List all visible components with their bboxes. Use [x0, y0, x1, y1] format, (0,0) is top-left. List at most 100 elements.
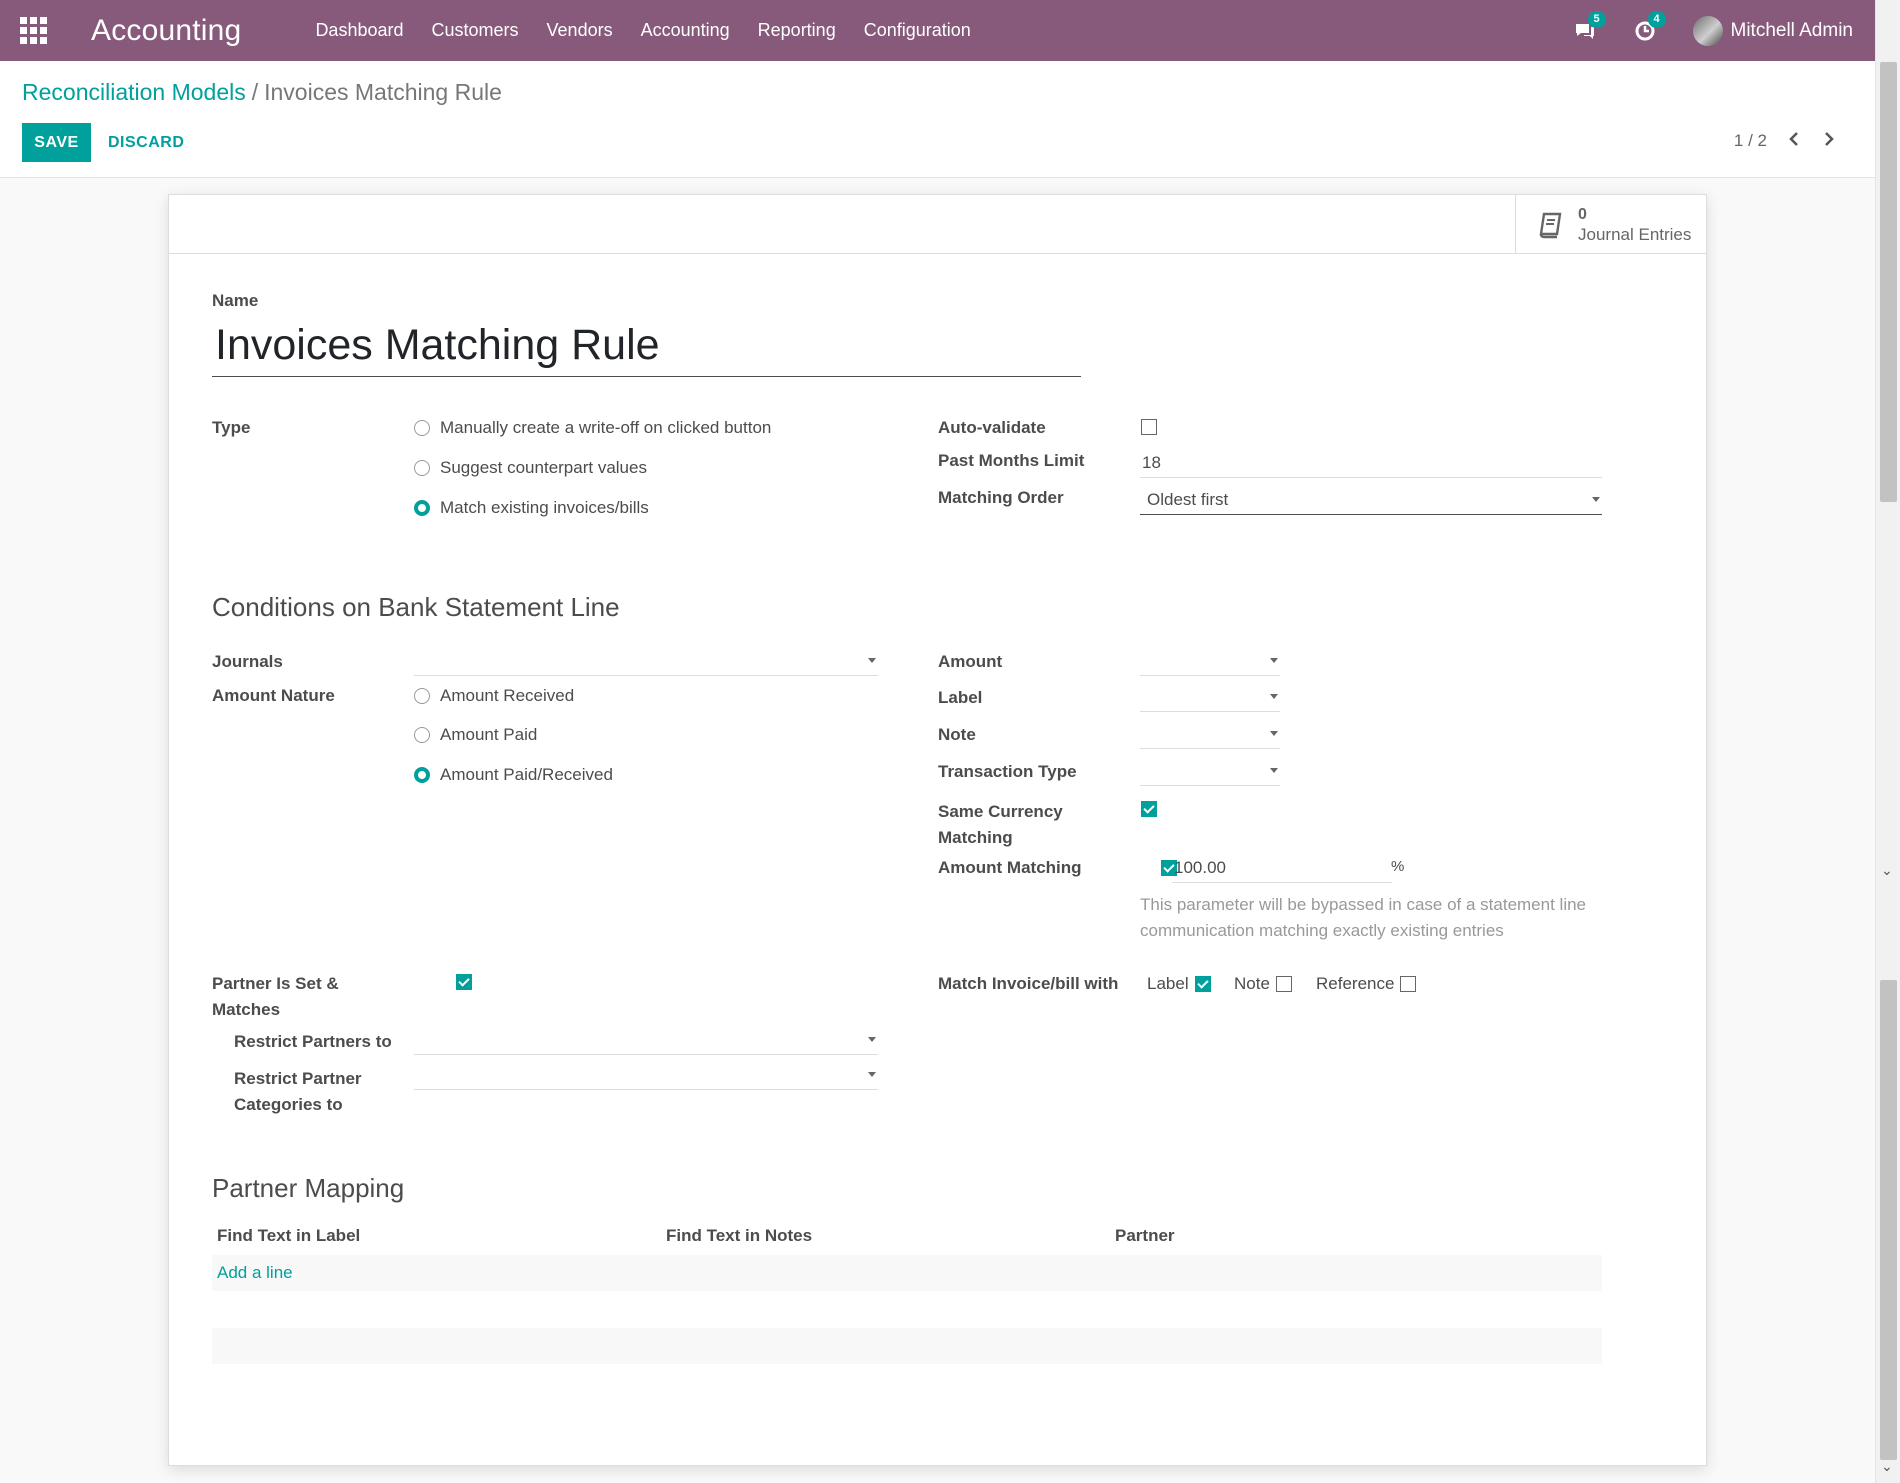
radio-button[interactable] — [414, 460, 430, 476]
journal-entries-count: 0 — [1578, 205, 1587, 223]
type-option-suggest[interactable]: Suggest counterpart values — [414, 458, 647, 478]
help-text-line1: This parameter will be bypassed in case … — [1140, 895, 1587, 914]
breadcrumb-current: Invoices Matching Rule — [264, 79, 502, 105]
menu-configuration[interactable]: Configuration — [863, 20, 971, 40]
menu-accounting[interactable]: Accounting — [640, 20, 730, 40]
label-condition-select[interactable] — [1140, 682, 1280, 712]
match-with-reference-option[interactable]: Reference — [1316, 974, 1417, 994]
amount-nature-paid[interactable]: Amount Paid — [414, 725, 537, 745]
radio-button-selected[interactable] — [414, 500, 430, 516]
menu-customers[interactable]: Customers — [431, 20, 519, 40]
same-currency-checkbox[interactable] — [1141, 801, 1157, 817]
journals-label: Journals — [212, 652, 283, 671]
restrict-partners-select[interactable] — [414, 1025, 878, 1055]
add-line-link[interactable]: Add a line — [217, 1263, 293, 1282]
journal-entries-label: Journal Entries — [1578, 224, 1692, 244]
radio-label: Amount Received — [440, 686, 575, 705]
column-find-text-notes[interactable]: Find Text in Notes — [666, 1226, 813, 1245]
chat-icon[interactable]: 5 — [1573, 10, 1606, 43]
radio-button[interactable] — [414, 727, 430, 743]
match-note-checkbox[interactable] — [1275, 976, 1292, 992]
radio-button-selected[interactable] — [414, 767, 430, 783]
caret-down-icon — [1270, 694, 1278, 699]
apps-grid-icon[interactable] — [20, 16, 50, 46]
discard-button[interactable]: DISCARD — [108, 133, 185, 151]
radio-label: Match existing invoices/bills — [440, 498, 649, 517]
menu-reporting[interactable]: Reporting — [757, 20, 836, 40]
column-find-text-label[interactable]: Find Text in Label — [217, 1226, 361, 1245]
journals-select[interactable] — [414, 646, 878, 676]
auto-validate-label: Auto-validate — [938, 418, 1046, 437]
form-sheet: 0 Journal Entries Name Invoices Matching… — [168, 194, 1707, 1466]
radio-label: Manually create a write-off on clicked b… — [440, 418, 772, 437]
clock-icon[interactable]: 4 — [1633, 10, 1666, 43]
partner-set-label-line2: Matches — [212, 1000, 281, 1019]
amount-matching-input[interactable]: 100.00 — [1172, 853, 1392, 883]
menu-dashboard[interactable]: Dashboard — [315, 20, 404, 40]
avatar[interactable] — [1692, 15, 1723, 46]
help-text-line2: communication matching exactly existing … — [1140, 921, 1504, 940]
match-with-label-option[interactable]: Label — [1147, 974, 1211, 994]
chevron-right-icon[interactable] — [1817, 127, 1841, 151]
radio-button[interactable] — [414, 420, 430, 436]
column-partner[interactable]: Partner — [1115, 1226, 1175, 1245]
chevron-left-icon[interactable] — [1782, 127, 1806, 151]
breadcrumb-parent[interactable]: Reconciliation Models — [22, 79, 246, 105]
user-menu[interactable]: Mitchell Admin — [1730, 19, 1854, 41]
page-scrollbar[interactable]: ⌄ ⌄ — [1875, 0, 1900, 1483]
amount-nature-received[interactable]: Amount Received — [414, 686, 574, 706]
radio-button[interactable] — [414, 688, 430, 704]
match-reference-text: Reference — [1316, 974, 1395, 993]
restrict-categories-label-line1: Restrict Partner — [234, 1069, 362, 1088]
caret-down-icon — [1592, 497, 1600, 502]
radio-label: Amount Paid — [440, 725, 538, 744]
journal-entries-button[interactable]: 0 Journal Entries — [1515, 195, 1706, 254]
breadcrumb-separator: / — [251, 79, 259, 105]
label-condition-label: Label — [938, 688, 983, 707]
restrict-partners-label: Restrict Partners to — [234, 1032, 392, 1051]
messages-badge: 5 — [1587, 10, 1606, 28]
menu-vendors[interactable]: Vendors — [546, 20, 613, 40]
match-with-label: Match Invoice/bill with — [938, 974, 1119, 993]
name-input[interactable]: Invoices Matching Rule — [212, 320, 1081, 377]
note-condition-label: Note — [938, 725, 976, 744]
top-navbar: Accounting Dashboard Customers Vendors A… — [0, 0, 1875, 61]
restrict-categories-select[interactable] — [414, 1060, 878, 1090]
amount-label: Amount — [938, 652, 1003, 671]
match-note-text: Note — [1234, 974, 1270, 993]
amount-nature-paid-received[interactable]: Amount Paid/Received — [414, 765, 613, 785]
app-title[interactable]: Accounting — [91, 13, 242, 47]
chevron-down-icon[interactable]: ⌄ — [1881, 862, 1893, 878]
note-condition-select[interactable] — [1140, 719, 1280, 749]
matching-order-select[interactable]: Oldest first — [1140, 485, 1602, 515]
amount-matching-value: 100.00 — [1174, 858, 1226, 877]
transaction-type-label: Transaction Type — [938, 762, 1077, 781]
transaction-type-select[interactable] — [1140, 756, 1280, 786]
amount-select[interactable] — [1140, 646, 1280, 676]
auto-validate-checkbox[interactable] — [1141, 419, 1157, 435]
past-months-label: Past Months Limit — [938, 451, 1085, 470]
match-with-note-option[interactable]: Note — [1234, 974, 1292, 994]
caret-down-icon — [1270, 658, 1278, 663]
scroll-down-arrow-icon[interactable]: ⌄ — [1881, 1458, 1893, 1474]
match-reference-checkbox[interactable] — [1400, 976, 1417, 992]
match-label-checkbox[interactable] — [1194, 976, 1211, 992]
caret-down-icon — [868, 1072, 876, 1077]
same-currency-label-line1: Same Currency — [938, 802, 1063, 821]
amount-matching-unit: % — [1391, 858, 1405, 875]
match-label-text: Label — [1147, 974, 1189, 993]
past-months-input[interactable]: 18 — [1140, 448, 1602, 478]
type-option-match[interactable]: Match existing invoices/bills — [414, 498, 649, 518]
pager-value[interactable]: 1 / 2 — [1733, 131, 1767, 150]
scrollbar-thumb-lower[interactable] — [1880, 980, 1897, 1460]
partner-set-checkbox[interactable] — [455, 974, 472, 990]
main-menu: Dashboard Customers Vendors Accounting R… — [301, 0, 984, 61]
conditions-section-title: Conditions on Bank Statement Line — [212, 592, 620, 622]
save-button[interactable]: SAVE — [22, 123, 91, 162]
same-currency-label-line2: Matching — [938, 828, 1013, 847]
caret-down-icon — [1270, 768, 1278, 773]
radio-label: Suggest counterpart values — [440, 458, 647, 477]
amount-matching-checkbox[interactable] — [1161, 860, 1178, 876]
type-option-manual[interactable]: Manually create a write-off on clicked b… — [414, 418, 771, 438]
scrollbar-thumb[interactable] — [1880, 62, 1897, 502]
